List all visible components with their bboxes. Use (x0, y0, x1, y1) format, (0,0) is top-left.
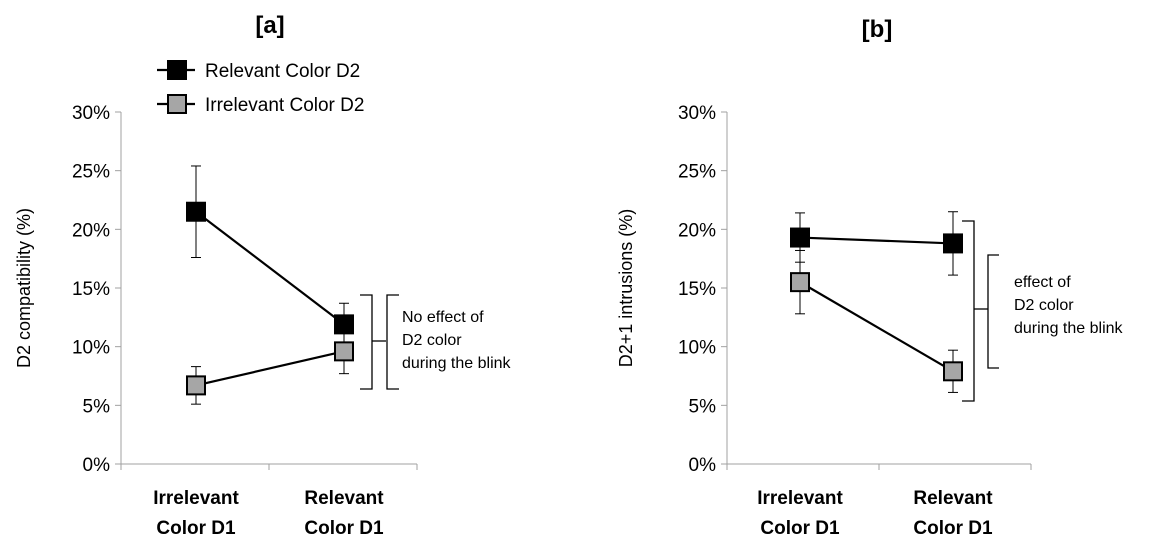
panel-a-ytick-label: 5% (83, 396, 111, 417)
panel-a-point-relevant (334, 314, 354, 335)
panel-b-ytick-label: 5% (689, 396, 717, 417)
panel-a-ytick-label: 10% (72, 338, 110, 359)
legend-marker-relevant (167, 60, 187, 80)
panel-b-ytick-label: 20% (678, 220, 716, 241)
panel-b-annotation-text: effect of (1014, 274, 1071, 291)
panel-b-category-label: Irrelevant (757, 488, 843, 509)
panel-a-category-label: Irrelevant (153, 488, 239, 509)
panel-a-ytick-label: 30% (72, 103, 110, 124)
panel-b-point-relevant (790, 227, 810, 248)
panel-b-ytick-label: 10% (678, 338, 716, 359)
legend: Relevant Color D2 Irrelevant Color D2 (157, 60, 364, 116)
panel-b-bracket-right (987, 254, 999, 369)
panel-b-annotation-text: D2 color (1014, 297, 1074, 314)
panel-b-ytick-label: 25% (678, 162, 716, 183)
panel-a-ytick-label: 25% (72, 162, 110, 183)
legend-label-relevant: Relevant Color D2 (205, 61, 360, 82)
panel-a-point-irrelevant (334, 341, 354, 362)
panel-a-bracket-left (360, 294, 373, 390)
panel-a-annotation-text: No effect of (402, 309, 484, 326)
panel-a-ytick-label: 20% (72, 220, 110, 241)
panel-a-ytick-label: 0% (83, 455, 111, 476)
panel-b-category-label: Color D1 (760, 518, 840, 538)
panel-b-point-irrelevant (790, 272, 810, 293)
panel-b-bracket-left (962, 220, 975, 402)
panel-a-series-line-irrelevant (195, 350, 345, 387)
panel-b-category-label: Relevant (913, 488, 993, 509)
legend-label-irrelevant: Irrelevant Color D2 (205, 95, 364, 116)
panel-b-ytick-label: 0% (689, 455, 717, 476)
panel-a-category-label: Color D1 (304, 518, 384, 538)
panel-a-title: [a] (255, 12, 284, 39)
panel-b-point-relevant (943, 233, 963, 254)
panel-a-annotation-text: during the blink (402, 355, 512, 372)
panel-b-ytick-label: 30% (678, 103, 716, 124)
panel-a-point-relevant (186, 201, 206, 222)
panel-b-ylabel: D2+1 intrusions (%) (616, 209, 636, 368)
panel-a-annotation-text: D2 color (402, 332, 462, 349)
panel-b-series-line-irrelevant (799, 281, 954, 373)
panel-b-title: [b] (862, 16, 893, 43)
panel-b-category-label: Color D1 (913, 518, 993, 538)
panel-a-ytick-label: 15% (72, 279, 110, 300)
panel-a-category-label: Relevant (304, 488, 384, 509)
panel-b-series-line-relevant (799, 236, 954, 245)
panel-a-series-line-relevant (195, 210, 345, 326)
panel-a-bracket-right (386, 294, 399, 390)
panel-b-ytick-label: 15% (678, 279, 716, 300)
panel-b-point-irrelevant (943, 361, 963, 382)
panel-a-category-label: Color D1 (156, 518, 236, 538)
panel-a-point-irrelevant (186, 375, 206, 396)
panel-b-annotation-text: during the blink (1014, 320, 1124, 337)
legend-marker-irrelevant (167, 94, 187, 114)
panel-a-ylabel: D2 compatibility (%) (14, 208, 34, 368)
